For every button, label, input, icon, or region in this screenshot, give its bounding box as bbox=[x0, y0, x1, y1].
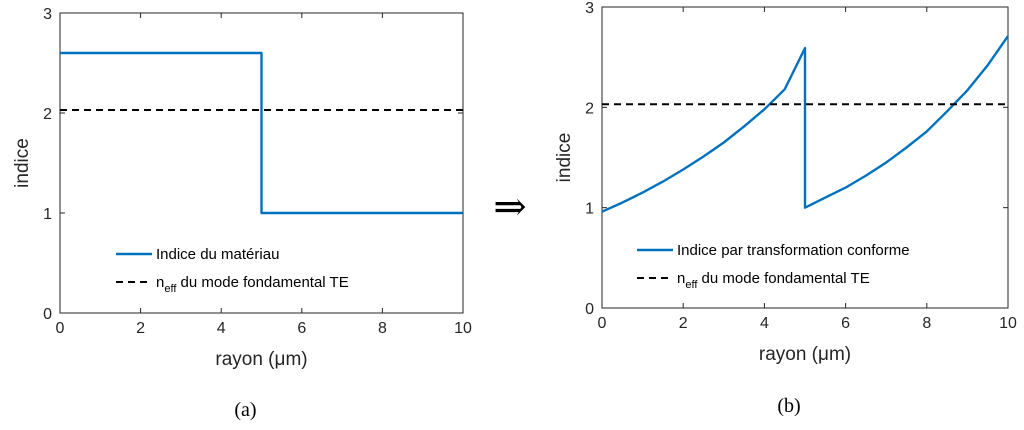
x-axis-label: rayon (μm) bbox=[215, 349, 307, 370]
x-tick-label: 8 bbox=[922, 315, 931, 332]
legend-label-0: Indice par transformation conforme bbox=[677, 242, 910, 259]
x-tick-label: 8 bbox=[378, 320, 387, 337]
series-line-0 bbox=[601, 35, 1009, 213]
y-tick-label: 3 bbox=[585, 0, 594, 17]
x-tick-label: 4 bbox=[760, 315, 769, 332]
y-tick-label: 0 bbox=[43, 306, 52, 323]
x-tick-label: 6 bbox=[841, 315, 850, 332]
x-tick-label: 2 bbox=[136, 320, 145, 337]
y-tick-label: 0 bbox=[585, 301, 594, 318]
chart-panel-b: 0 2 4 6 8 10 0 1 2 3 rayon (μm) indice Indice par tr… bbox=[554, 0, 1017, 417]
legend-box bbox=[112, 239, 337, 299]
legend-label-suffix: du mode fondamental TE bbox=[176, 274, 348, 291]
x-axis-label: rayon (μm) bbox=[759, 344, 851, 365]
legend-label-subscript: eff bbox=[685, 279, 698, 291]
chart-panel-a: 0 2 4 6 8 10 0 1 2 3 rayon (μm) indice Indice du mat… bbox=[12, 6, 472, 421]
y-axis-label: indice bbox=[12, 138, 33, 188]
legend-box bbox=[633, 235, 938, 295]
legend-label-subscript: eff bbox=[164, 283, 177, 295]
series-line-0 bbox=[60, 51, 463, 215]
x-tick-label: 10 bbox=[454, 320, 472, 337]
legend-label-1: neff du mode fondamental TE bbox=[156, 274, 349, 295]
x-tick-label: 10 bbox=[999, 315, 1017, 332]
legend-label-suffix: du mode fondamental TE bbox=[697, 270, 869, 287]
x-tick-label: 2 bbox=[679, 315, 688, 332]
x-tick-label: 0 bbox=[598, 315, 607, 332]
legend-label-1: neff du mode fondamental TE bbox=[677, 270, 870, 291]
implies-arrow: ⇒ bbox=[493, 184, 527, 230]
x-tick-label: 6 bbox=[297, 320, 306, 337]
panel-caption: (b) bbox=[777, 395, 800, 417]
y-tick-label: 3 bbox=[43, 6, 52, 23]
y-tick-label: 1 bbox=[585, 201, 594, 218]
y-tick-label: 2 bbox=[585, 100, 594, 117]
y-axis-label: indice bbox=[554, 133, 575, 183]
y-tick-label: 1 bbox=[43, 206, 52, 223]
x-tick-label: 4 bbox=[217, 320, 226, 337]
panel-caption: (a) bbox=[234, 399, 256, 421]
y-tick-label: 2 bbox=[43, 106, 52, 123]
x-tick-label: 0 bbox=[56, 320, 65, 337]
legend-label-0: Indice du matériau bbox=[156, 246, 279, 263]
